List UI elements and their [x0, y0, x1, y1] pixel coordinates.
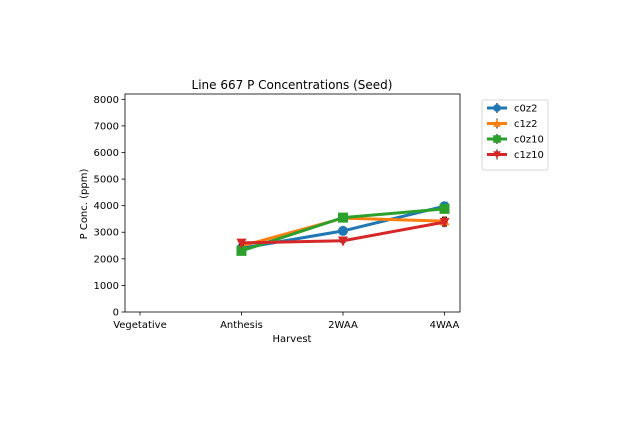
y-tick-label: 6000	[94, 148, 119, 159]
axes: 0 1000 2000 3000 4000 5000 6000 7000 8000 Vegetat…	[94, 93, 461, 331]
y-axis-label: P Conc. (ppm)	[79, 169, 90, 240]
legend-label: c1z10	[514, 150, 544, 161]
plot-frame	[124, 93, 461, 313]
legend-marker	[493, 151, 501, 159]
x-tick-label: Anthesis	[220, 320, 263, 331]
y-tick-label: 7000	[94, 121, 119, 132]
series-c1z10	[236, 217, 450, 249]
x-tick-label: 4WAA	[430, 320, 460, 331]
y-tick-label: 4000	[94, 201, 119, 212]
legend-label: c0z10	[514, 135, 544, 146]
data-point	[439, 203, 450, 214]
y-tick-label: 3000	[94, 228, 119, 239]
x-tick-label: Vegetative	[113, 320, 167, 331]
series-layer	[236, 201, 450, 256]
legend-label: c1z2	[514, 119, 537, 130]
data-point	[236, 245, 247, 256]
legend-marker	[493, 119, 501, 127]
data-point	[338, 236, 348, 247]
legend-label: c0z2	[514, 104, 537, 115]
legend-marker	[493, 135, 501, 143]
x-axis-label: Harvest	[273, 334, 312, 345]
data-point	[338, 225, 348, 236]
legend: c0z2 c1z2 c0z10 c1z10	[481, 99, 549, 171]
y-tick-label: 2000	[94, 254, 119, 265]
chart-title: Line 667 P Concentrations (Seed)	[192, 78, 393, 92]
data-point	[338, 212, 348, 223]
legend-marker	[493, 104, 501, 112]
y-tick-label: 5000	[94, 175, 119, 186]
y-tick-label: 1000	[94, 281, 119, 292]
data-point	[236, 238, 247, 249]
series-c0z10	[236, 203, 450, 256]
y-tick-label: 0	[113, 308, 119, 319]
data-point	[439, 217, 450, 228]
x-tick-label: 2WAA	[328, 320, 358, 331]
y-tick-label: 8000	[94, 95, 119, 106]
